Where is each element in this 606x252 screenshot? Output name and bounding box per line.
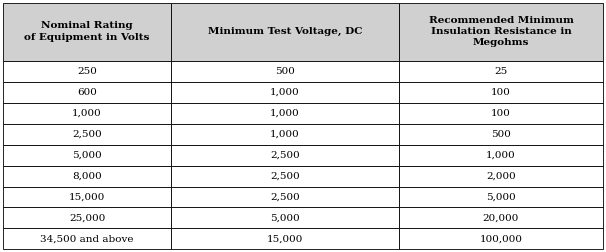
Bar <box>399 229 603 249</box>
Bar <box>3 103 171 123</box>
Text: 20,000: 20,000 <box>483 213 519 223</box>
Text: 100,000: 100,000 <box>479 234 522 243</box>
Text: 8,000: 8,000 <box>72 172 102 180</box>
Bar <box>399 207 603 229</box>
Text: 100: 100 <box>491 87 511 97</box>
Text: 250: 250 <box>77 67 97 76</box>
Bar <box>399 145 603 166</box>
Text: 100: 100 <box>491 109 511 117</box>
Bar <box>3 229 171 249</box>
Bar <box>3 166 171 186</box>
Text: Recommended Minimum
Insulation Resistance in
Megohms: Recommended Minimum Insulation Resistanc… <box>428 16 573 47</box>
Text: 1,000: 1,000 <box>270 87 300 97</box>
Text: 5,000: 5,000 <box>486 193 516 202</box>
Bar <box>3 123 171 145</box>
Bar <box>3 207 171 229</box>
Text: 1,000: 1,000 <box>270 109 300 117</box>
Bar <box>399 166 603 186</box>
Bar <box>3 82 171 103</box>
Text: 5,000: 5,000 <box>270 213 300 223</box>
Text: 34,500 and above: 34,500 and above <box>40 234 134 243</box>
Bar <box>171 82 399 103</box>
Bar <box>399 3 603 60</box>
Bar <box>171 229 399 249</box>
Text: 2,000: 2,000 <box>486 172 516 180</box>
Text: Nominal Rating
of Equipment in Volts: Nominal Rating of Equipment in Volts <box>24 21 150 42</box>
Bar <box>3 3 171 60</box>
Bar <box>171 207 399 229</box>
Text: 1,000: 1,000 <box>486 150 516 160</box>
Text: 2,500: 2,500 <box>72 130 102 139</box>
Text: 1,000: 1,000 <box>72 109 102 117</box>
Bar <box>399 60 603 82</box>
Bar <box>171 60 399 82</box>
Text: 500: 500 <box>491 130 511 139</box>
Text: 25,000: 25,000 <box>69 213 105 223</box>
Bar <box>3 186 171 207</box>
Bar <box>399 103 603 123</box>
Bar <box>171 3 399 60</box>
Text: 2,500: 2,500 <box>270 172 300 180</box>
Bar <box>171 186 399 207</box>
Text: 1,000: 1,000 <box>270 130 300 139</box>
Text: 25: 25 <box>494 67 508 76</box>
Text: Minimum Test Voltage, DC: Minimum Test Voltage, DC <box>208 27 362 36</box>
Text: 2,500: 2,500 <box>270 150 300 160</box>
Bar <box>399 186 603 207</box>
Text: 600: 600 <box>77 87 97 97</box>
Text: 500: 500 <box>275 67 295 76</box>
Text: 15,000: 15,000 <box>69 193 105 202</box>
Bar <box>171 103 399 123</box>
Bar <box>171 166 399 186</box>
Bar <box>399 123 603 145</box>
Text: 15,000: 15,000 <box>267 234 303 243</box>
Bar <box>3 145 171 166</box>
Bar <box>171 145 399 166</box>
Bar <box>3 60 171 82</box>
Bar <box>171 123 399 145</box>
Bar <box>399 82 603 103</box>
Text: 2,500: 2,500 <box>270 193 300 202</box>
Text: 5,000: 5,000 <box>72 150 102 160</box>
